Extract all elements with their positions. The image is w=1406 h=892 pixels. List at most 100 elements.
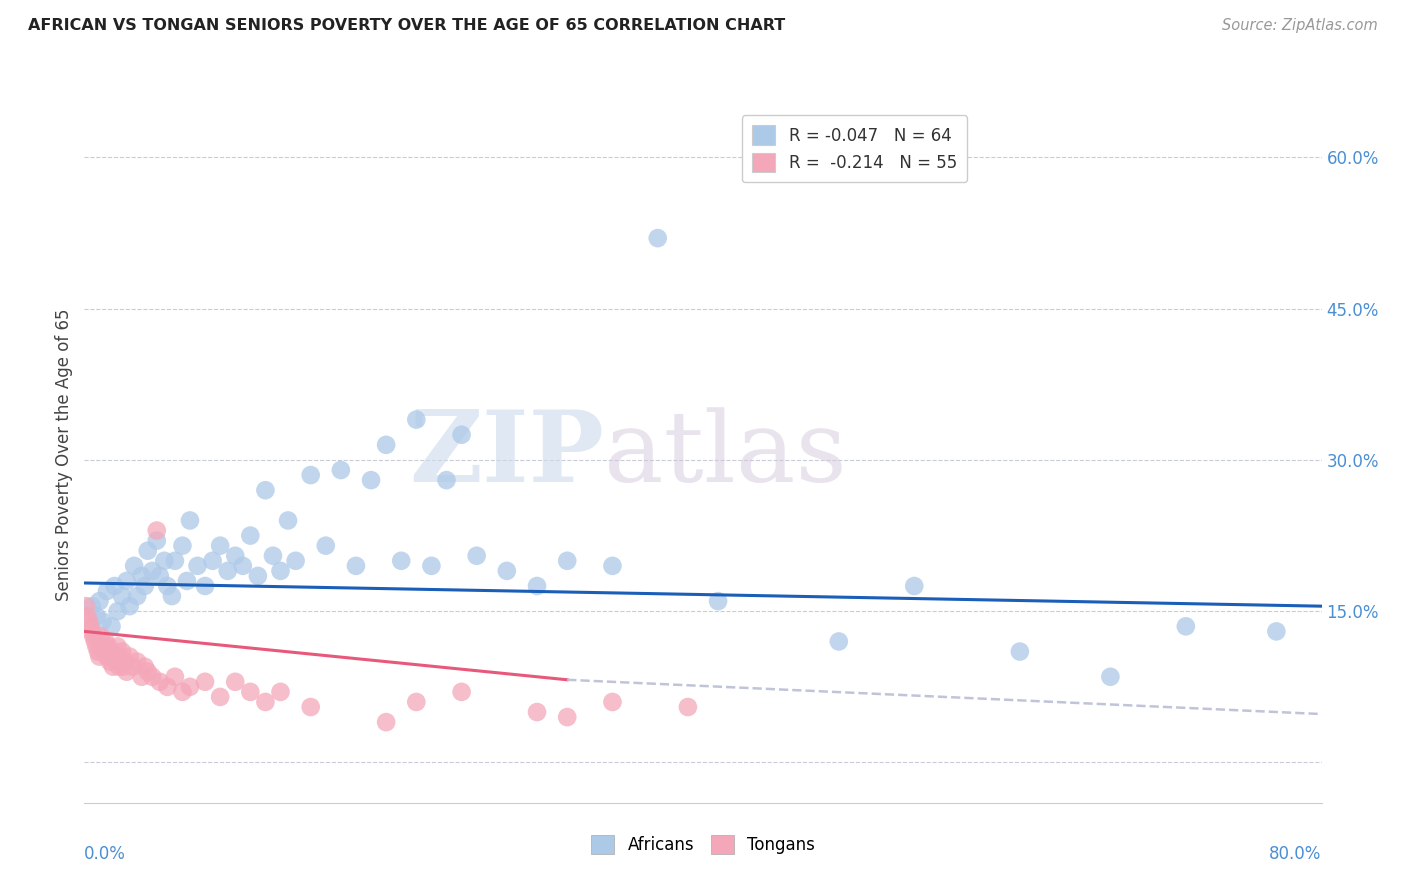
Point (118, 649, 141, 664)
Point (107, 604, 129, 618)
Point (194, 674, 217, 689)
Point (209, 690, 232, 704)
Point (89, 649, 111, 664)
Point (107, 640, 129, 654)
Point (160, 589, 183, 603)
Point (329, 463, 352, 477)
Point (262, 549, 284, 563)
Point (239, 685, 262, 699)
Point (90, 629, 112, 643)
Point (405, 695, 427, 709)
Point (134, 659, 156, 673)
Point (405, 412, 427, 426)
Point (96, 649, 118, 664)
Point (450, 685, 472, 699)
Point (602, 695, 624, 709)
Point (101, 659, 124, 673)
Point (149, 569, 172, 583)
Point (76, 609, 98, 624)
Point (194, 579, 217, 593)
Point (344, 558, 367, 573)
Point (156, 680, 179, 694)
Point (707, 594, 730, 608)
Point (420, 558, 443, 573)
Point (131, 569, 153, 583)
Point (526, 705, 548, 719)
Point (112, 659, 135, 673)
Point (465, 549, 488, 563)
Point (375, 438, 398, 452)
Point (828, 634, 851, 648)
Point (136, 543, 159, 558)
Point (284, 554, 307, 568)
Point (80, 599, 103, 614)
Point (1174, 619, 1197, 633)
Point (103, 579, 125, 593)
Point (179, 680, 201, 694)
Point (1265, 624, 1288, 639)
Point (136, 665, 159, 679)
Point (110, 649, 132, 664)
Point (141, 670, 163, 684)
Point (172, 539, 194, 553)
Point (647, 231, 669, 245)
Point (270, 685, 292, 699)
Point (111, 589, 134, 603)
Point (115, 574, 138, 588)
Point (179, 513, 201, 527)
Point (450, 427, 472, 442)
Point (75, 599, 97, 614)
Point (98, 655, 121, 669)
Point (299, 468, 322, 483)
Point (100, 619, 122, 633)
Point (108, 659, 131, 673)
Point (270, 564, 292, 578)
Text: atlas: atlas (605, 407, 846, 503)
Point (676, 700, 699, 714)
Point (217, 564, 239, 578)
Point (105, 655, 128, 669)
Point (122, 558, 145, 573)
Point (246, 569, 269, 583)
Point (602, 558, 624, 573)
Text: AFRICAN VS TONGAN SENIORS POVERTY OVER THE AGE OF 65 CORRELATION CHART: AFRICAN VS TONGAN SENIORS POVERTY OVER T… (28, 18, 786, 33)
Point (277, 513, 299, 527)
Point (172, 685, 194, 699)
Point (146, 524, 169, 538)
Text: 80.0%: 80.0% (1270, 845, 1322, 863)
Point (141, 564, 163, 578)
Point (163, 554, 186, 568)
Point (153, 554, 176, 568)
Point (224, 549, 246, 563)
Point (134, 579, 156, 593)
Point (82, 629, 104, 643)
Point (93, 644, 115, 658)
Point (79, 619, 101, 633)
Point (299, 700, 322, 714)
Point (903, 579, 925, 593)
Point (315, 539, 337, 553)
Point (111, 644, 134, 658)
Point (163, 670, 186, 684)
Point (375, 715, 398, 730)
Point (86, 609, 108, 624)
Text: Source: ZipAtlas.com: Source: ZipAtlas.com (1222, 18, 1378, 33)
Point (118, 599, 141, 614)
Point (94, 634, 117, 648)
Point (526, 579, 548, 593)
Point (96, 584, 118, 599)
Point (555, 710, 578, 724)
Point (86, 640, 108, 654)
Point (495, 564, 517, 578)
Point (80, 624, 103, 639)
Point (254, 695, 277, 709)
Point (436, 473, 458, 487)
Point (115, 665, 138, 679)
Point (87, 644, 110, 658)
Point (100, 644, 122, 658)
Point (232, 558, 254, 573)
Point (103, 649, 125, 664)
Point (127, 589, 149, 603)
Point (389, 554, 412, 568)
Point (89, 594, 111, 608)
